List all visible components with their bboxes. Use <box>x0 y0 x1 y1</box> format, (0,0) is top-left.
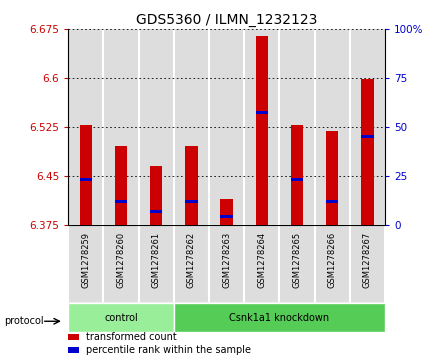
Bar <box>115 200 127 203</box>
Bar <box>244 225 279 303</box>
Bar <box>326 200 338 203</box>
Text: Csnk1a1 knockdown: Csnk1a1 knockdown <box>229 313 330 323</box>
Bar <box>361 135 374 138</box>
Bar <box>291 125 303 225</box>
Bar <box>244 29 279 225</box>
Bar <box>80 178 92 181</box>
Bar <box>256 36 268 225</box>
Bar <box>209 29 244 225</box>
Bar <box>150 210 162 213</box>
Bar <box>220 199 233 225</box>
Bar <box>350 225 385 303</box>
Bar <box>361 79 374 225</box>
Text: GSM1278266: GSM1278266 <box>328 232 337 288</box>
Text: percentile rank within the sample: percentile rank within the sample <box>86 345 251 355</box>
Bar <box>185 146 198 225</box>
Text: GSM1278264: GSM1278264 <box>257 232 266 288</box>
Bar <box>174 303 385 332</box>
Text: control: control <box>104 313 138 323</box>
Bar <box>174 29 209 225</box>
Bar <box>103 225 139 303</box>
Bar <box>115 146 127 225</box>
Text: GSM1278263: GSM1278263 <box>222 232 231 288</box>
Text: GSM1278259: GSM1278259 <box>81 232 90 288</box>
Bar <box>291 178 303 181</box>
Text: GSM1278262: GSM1278262 <box>187 232 196 288</box>
Bar <box>174 225 209 303</box>
Bar <box>350 29 385 225</box>
Title: GDS5360 / ILMN_1232123: GDS5360 / ILMN_1232123 <box>136 13 317 26</box>
Bar <box>315 225 350 303</box>
Text: transformed count: transformed count <box>86 333 176 342</box>
Text: GSM1278265: GSM1278265 <box>293 232 301 288</box>
Text: GSM1278267: GSM1278267 <box>363 232 372 288</box>
Bar <box>315 29 350 225</box>
Text: GSM1278261: GSM1278261 <box>152 232 161 288</box>
Bar <box>326 131 338 225</box>
Bar <box>256 111 268 114</box>
Text: GSM1278260: GSM1278260 <box>117 232 125 288</box>
Bar <box>103 29 139 225</box>
Text: protocol: protocol <box>4 316 44 326</box>
Bar <box>80 125 92 225</box>
Bar <box>68 225 103 303</box>
Bar <box>68 347 79 353</box>
Bar <box>185 200 198 203</box>
Bar <box>220 215 233 218</box>
Bar <box>68 303 174 332</box>
Bar <box>279 225 315 303</box>
Bar <box>139 225 174 303</box>
Bar <box>150 166 162 225</box>
Bar <box>209 225 244 303</box>
Bar <box>68 29 103 225</box>
Bar <box>68 334 79 340</box>
Bar <box>139 29 174 225</box>
Bar <box>279 29 315 225</box>
